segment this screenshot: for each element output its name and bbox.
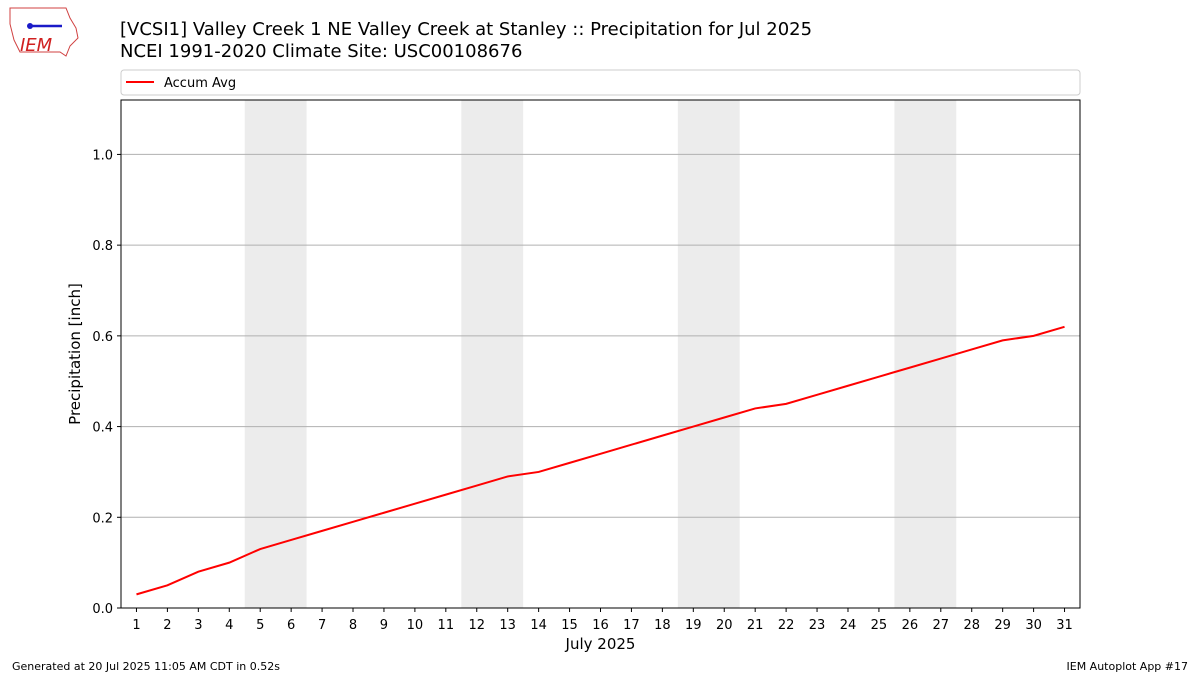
x-tick-label: 4 — [225, 618, 233, 633]
x-tick-label: 8 — [349, 618, 357, 633]
x-tick-label: 15 — [561, 618, 578, 633]
logo: IEM — [9, 7, 79, 57]
x-tick-label: 28 — [963, 618, 980, 633]
x-tick-label: 23 — [809, 618, 826, 633]
logo-outline — [9, 7, 79, 57]
x-axis-label: July 2025 — [565, 635, 636, 653]
y-tick-label: 0.4 — [92, 421, 113, 436]
chart-title: [VCSI1] Valley Creek 1 NE Valley Creek a… — [120, 19, 812, 40]
x-tick-label: 9 — [380, 618, 388, 633]
y-tick-label: 0.2 — [92, 511, 113, 526]
y-tick-label: 0.0 — [92, 602, 113, 617]
series-line — [136, 325, 1065, 596]
x-tick-label: 5 — [256, 618, 264, 633]
x-tick-label: 12 — [468, 618, 485, 633]
x-tick-label: 16 — [592, 618, 609, 633]
x-tick-label: 10 — [407, 618, 424, 633]
x-tick-label: 6 — [287, 618, 295, 633]
chart-subtitle: NCEI 1991-2020 Climate Site: USC00108676 — [120, 41, 522, 62]
x-tick-label: 21 — [747, 618, 764, 633]
legend-label: Accum Avg — [164, 76, 236, 91]
weekend-band — [894, 100, 957, 608]
weekend-band — [461, 100, 524, 608]
logo-icon — [27, 23, 33, 29]
x-tick-label: 7 — [318, 618, 326, 633]
footer-right: IEM Autoplot App #17 — [1067, 660, 1189, 673]
x-tick-label: 19 — [685, 618, 702, 633]
x-tick-label: 25 — [871, 618, 888, 633]
x-tick-label: 17 — [623, 618, 640, 633]
x-tick-label: 22 — [778, 618, 795, 633]
x-tick-label: 13 — [499, 618, 516, 633]
x-tick-label: 24 — [840, 618, 857, 633]
x-tick-label: 3 — [194, 618, 202, 633]
weekend-band — [244, 100, 307, 608]
x-tick-label: 18 — [654, 618, 671, 633]
y-tick-label: 0.8 — [92, 239, 113, 254]
footer-left: Generated at 20 Jul 2025 11:05 AM CDT in… — [12, 660, 280, 673]
logo-text: IEM — [20, 35, 53, 56]
y-tick-label: 0.6 — [92, 330, 113, 345]
x-tick-label: 30 — [1025, 618, 1042, 633]
x-tick-label: 11 — [438, 618, 455, 633]
x-tick-label: 31 — [1056, 618, 1073, 633]
x-tick-label: 26 — [902, 618, 919, 633]
y-axis-label: Precipitation [inch] — [66, 283, 84, 425]
legend-box — [120, 69, 1081, 96]
x-tick-label: 1 — [132, 618, 140, 633]
x-tick-label: 14 — [530, 618, 547, 633]
x-tick-label: 29 — [994, 618, 1011, 633]
x-tick-label: 2 — [163, 618, 171, 633]
plot-frame — [120, 99, 1081, 609]
y-tick-label: 1.0 — [92, 148, 113, 163]
x-tick-label: 20 — [716, 618, 733, 633]
x-tick-label: 27 — [933, 618, 950, 633]
weekend-band — [677, 100, 740, 608]
